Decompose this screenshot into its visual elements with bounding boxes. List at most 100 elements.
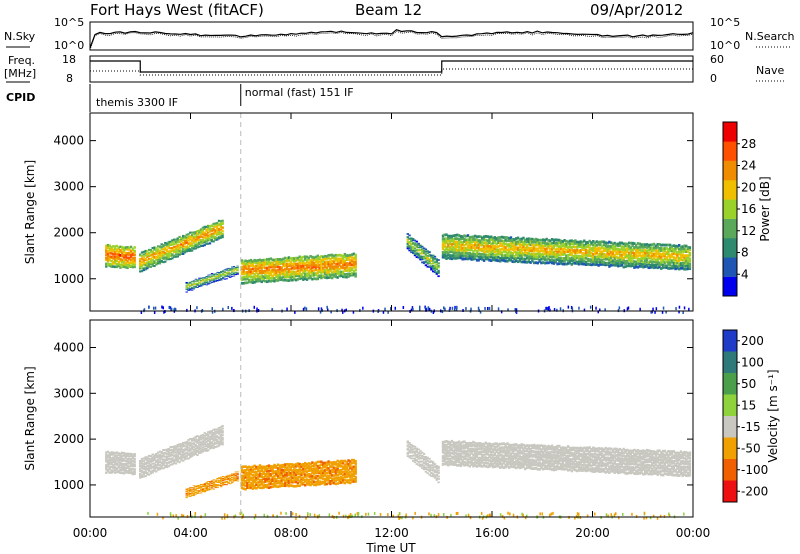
scatter-cell [210,482,214,484]
scatter-cell [635,256,638,259]
scatter-cell [217,229,221,232]
scatter-cell [412,238,415,240]
scatter-cell [626,247,629,251]
scatter-cell [194,488,197,490]
scatter-cell [285,275,289,279]
scatter-cell [291,469,294,472]
scatter-cell [640,259,643,263]
scatter-cell [479,452,482,456]
scatter-cell [187,285,190,287]
scatter-cell [513,238,516,241]
ground-scatter-cell [549,308,551,312]
scatter-cell [255,470,258,474]
scatter-cell [260,467,263,471]
scatter-cell [626,250,629,253]
scatter-cell [185,239,188,242]
scatter-cell [341,476,345,480]
scatter-cell [509,247,513,251]
scatter-cell [647,252,650,255]
scatter-cell [561,247,564,251]
scatter-cell [236,268,239,270]
scatter-cell [221,230,224,233]
scatter-cell [205,484,208,486]
scatter-cell [660,249,663,252]
scatter-cell [140,251,144,254]
scatter-cell [554,252,557,256]
scatter-cell [196,440,199,443]
scatter-cell [194,231,197,234]
scatter-cell [289,466,292,469]
scatter-cell [190,235,194,238]
scatter-cell [679,256,683,260]
scatter-cell [481,243,484,247]
ground-scatter-cell [444,307,446,311]
scatter-cell [167,258,170,261]
scatter-cell [203,231,206,234]
scatter-cell [313,265,316,269]
scatter-cell [415,451,418,453]
scatter-cell [334,272,338,276]
scatter-cell [285,466,289,469]
scatter-cell [167,244,170,247]
scatter-cell [538,258,541,262]
scatter-cell [164,260,167,263]
scatter-cell [221,482,225,484]
scatter-cell [198,439,201,442]
scatter-cell [212,428,215,431]
scatter-cell [681,264,684,268]
scatter-cell [322,469,325,473]
scatter-cell [329,260,332,264]
scatter-cell [466,241,470,244]
scatter-cell [311,482,314,486]
scatter-cell [559,239,563,243]
scatter-cell [340,261,343,264]
scatter-cell [415,244,418,247]
scatter-cell [452,449,455,453]
scatter-cell [513,245,516,248]
scatter-cell [171,254,174,257]
scatter-cell [122,465,126,468]
scatter-cell [579,255,582,258]
scatter-cell [160,454,163,457]
scatter-cell [524,238,527,242]
scatter-cell [110,259,113,263]
scatter-cell [620,261,624,264]
scatter-cell [208,445,212,448]
scatter-cell [147,457,151,460]
scatter-cell [667,258,670,262]
scatter-cell [477,258,480,262]
scatter-cell [296,264,300,267]
scatter-cell [267,466,271,469]
scatter-cell [624,265,627,269]
scatter-cell [149,457,153,460]
scatter-cell [581,262,584,266]
scatter-cell [415,447,418,450]
scatter-cell [474,441,477,445]
scatter-cell [113,463,117,466]
scatter-cell [192,284,196,286]
scatter-cell [221,278,225,280]
scatter-cell [572,261,575,265]
scatter-cell [266,266,269,270]
scatter-cell [456,444,459,448]
scatter-cell [219,443,222,446]
freq-unit-label: [MHz] [4,67,36,80]
scatter-cell [267,474,271,478]
scatter-cell [129,471,133,475]
scatter-cell [479,464,482,468]
scatter-cell [165,453,169,456]
scatter-cell [307,264,310,267]
scatter-cell [316,262,319,266]
scatter-cell [133,454,136,458]
scatter-cell [185,447,188,450]
scatter-cell [588,252,591,255]
scatter-cell [209,277,212,279]
scatter-cell [278,480,282,483]
scatter-cell [251,468,254,472]
scatter-cell [185,250,188,253]
scatter-cell [443,459,446,462]
scatter-cell [683,264,686,268]
scatter-cell [540,241,543,245]
scatter-cell [210,273,214,275]
scatter-cell [463,463,466,467]
